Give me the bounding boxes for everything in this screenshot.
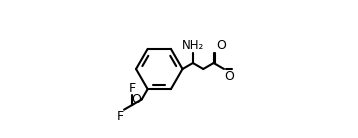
Text: F: F xyxy=(129,82,136,95)
Text: O: O xyxy=(131,93,141,106)
Text: O: O xyxy=(217,39,226,52)
Text: O: O xyxy=(224,70,234,83)
Text: NH₂: NH₂ xyxy=(182,39,204,52)
Text: F: F xyxy=(116,110,124,123)
